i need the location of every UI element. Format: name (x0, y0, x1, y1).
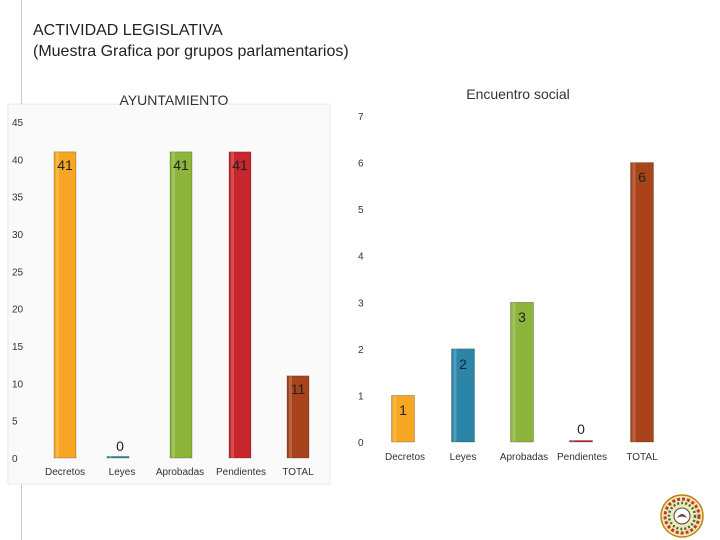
bar-decretos (391, 395, 415, 443)
category-label-aprobadas: Aprobadas (156, 467, 204, 478)
congress-seal-icon (660, 494, 704, 538)
bar-aprobadas (169, 151, 193, 459)
bar-highlight (393, 395, 397, 442)
data-label-aprobadas: 41 (173, 157, 189, 173)
chart-2-ytick: 7 (358, 112, 364, 123)
chart-1-ytick: 20 (12, 305, 24, 316)
data-label-total: 6 (638, 169, 646, 185)
data-label-pendientes: 0 (577, 421, 585, 437)
title-line-2: (Muestra Grafica por grupos parlamentari… (33, 43, 349, 60)
chart-2-ytick: 5 (358, 205, 364, 216)
bar-pendientes (569, 440, 593, 443)
chart-1-ytick: 45 (12, 118, 24, 129)
chart-1-ytick: 35 (12, 193, 24, 204)
category-label-pendientes: Pendientes (216, 467, 266, 478)
data-label-decretos: 41 (57, 157, 73, 173)
category-label-decretos: Decretos (385, 452, 425, 463)
category-label-leyes: Leyes (109, 467, 136, 478)
category-label-leyes: Leyes (450, 452, 477, 463)
data-label-total: 11 (291, 381, 306, 397)
bar-highlight (571, 440, 575, 442)
chart-1-ytick: 10 (12, 379, 24, 390)
bar-highlight (453, 348, 457, 442)
chart-2-ytick: 6 (358, 159, 364, 170)
data-label-decretos: 1 (399, 402, 407, 418)
bar-highlight (109, 456, 112, 458)
data-label-pendientes: 41 (232, 157, 248, 173)
chart-2-ytick: 1 (358, 391, 364, 402)
bar-highlight (231, 151, 234, 458)
chart-1-ytick: 25 (12, 267, 24, 278)
title-line-1: ACTIVIDAD LEGISLATIVA (33, 22, 223, 39)
bar-leyes (106, 456, 130, 459)
category-label-total: TOTAL (282, 467, 314, 478)
data-label-leyes: 0 (116, 438, 124, 454)
chart-2-title: Encuentro social (466, 86, 570, 102)
bar-highlight (632, 162, 636, 443)
bar-highlight (172, 151, 175, 458)
bar-highlight (289, 375, 292, 458)
chart-1-ytick: 5 (12, 417, 18, 428)
bar-highlight (56, 151, 59, 458)
chart-1-ytick: 15 (12, 342, 24, 353)
data-label-leyes: 2 (459, 356, 467, 372)
bar-decretos (53, 151, 77, 459)
data-label-aprobadas: 3 (518, 309, 526, 325)
page-title: ACTIVIDAD LEGISLATIVA (Muestra Grafica p… (33, 20, 349, 62)
chart-1-ytick: 30 (12, 230, 24, 241)
chart-2-ytick: 3 (358, 298, 364, 309)
bar-total (286, 375, 310, 459)
category-label-pendientes: Pendientes (557, 452, 607, 463)
bar-pendientes (228, 151, 252, 459)
category-label-decretos: Decretos (45, 467, 85, 478)
chart-2-ytick: 0 (358, 438, 364, 449)
bar-total (630, 162, 654, 443)
chart-1-title: AYUNTAMIENTO (120, 92, 229, 108)
category-label-total: TOTAL (626, 452, 658, 463)
chart-2-ytick: 4 (358, 252, 364, 263)
bar-aprobadas (510, 301, 534, 443)
chart-2-ytick: 2 (358, 345, 364, 356)
bar-highlight (512, 302, 516, 442)
chart-1-ytick: 40 (12, 155, 24, 166)
category-label-aprobadas: Aprobadas (500, 452, 548, 463)
chart-1-ytick: 0 (12, 454, 18, 465)
bar-leyes (451, 348, 475, 443)
